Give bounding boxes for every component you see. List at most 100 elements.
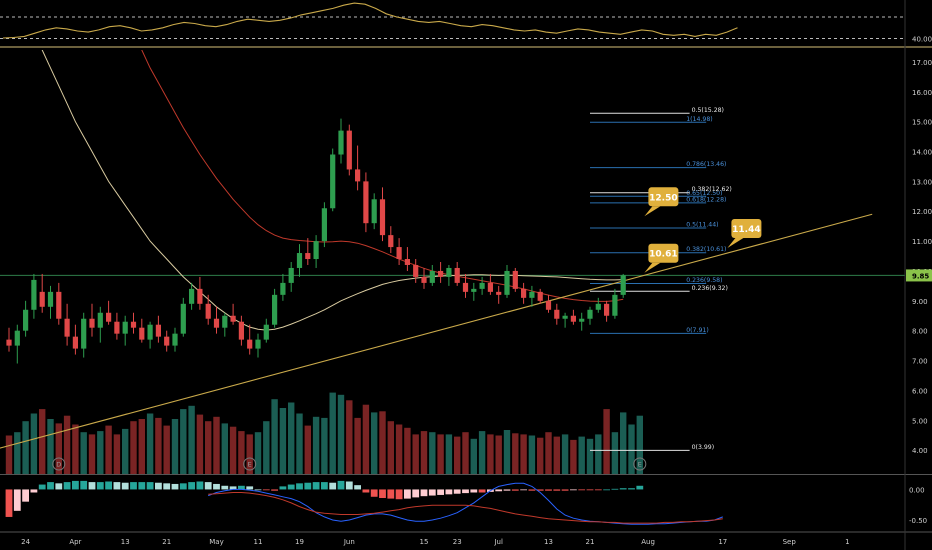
volume-bar	[545, 432, 552, 474]
candle-body[interactable]	[272, 294, 278, 325]
candle-body[interactable]	[147, 324, 153, 340]
candle-body[interactable]	[612, 294, 618, 316]
candle-body[interactable]	[587, 309, 593, 319]
candle-body[interactable]	[379, 199, 386, 236]
candle-body[interactable]	[529, 291, 535, 298]
candle-body[interactable]	[330, 154, 336, 209]
price-tick-label: 13.00	[912, 178, 932, 186]
candle-body[interactable]	[139, 327, 145, 340]
candle-body[interactable]	[305, 253, 311, 260]
candle-body[interactable]	[222, 315, 228, 328]
event-marker[interactable]: D	[52, 457, 66, 471]
candle-body[interactable]	[288, 267, 294, 283]
fib-level-label: 0.382(10.61)	[686, 246, 726, 253]
candle-body[interactable]	[247, 339, 253, 349]
candle-body[interactable]	[230, 315, 236, 322]
candle-body[interactable]	[23, 309, 29, 331]
candle-body[interactable]	[263, 324, 269, 340]
price-callout[interactable]: 11.44	[727, 218, 762, 248]
candle-body[interactable]	[545, 300, 552, 310]
candle-body[interactable]	[371, 199, 377, 224]
price-callout[interactable]: 10.61	[644, 243, 679, 273]
candle-body[interactable]	[396, 247, 402, 260]
candle-body[interactable]	[496, 291, 502, 295]
candle-body[interactable]	[39, 291, 45, 307]
candle-body[interactable]	[81, 318, 87, 349]
candle-body[interactable]	[421, 276, 427, 283]
candle-body[interactable]	[554, 309, 560, 319]
candle-body[interactable]	[413, 264, 419, 277]
candle-body[interactable]	[6, 339, 12, 346]
candle-body[interactable]	[479, 282, 485, 289]
candle-body[interactable]	[47, 291, 54, 307]
candle-body[interactable]	[604, 303, 610, 316]
macd-histogram-bar	[121, 482, 129, 490]
candle-body[interactable]	[255, 339, 261, 349]
candle-body[interactable]	[205, 303, 211, 319]
candle-body[interactable]	[562, 315, 568, 319]
volume-bar	[88, 434, 96, 474]
candle-body[interactable]	[521, 288, 527, 298]
volume-bar	[354, 417, 361, 474]
candle-body[interactable]	[570, 315, 576, 322]
price-tick-label: 7.00	[912, 358, 928, 366]
candle-body[interactable]	[579, 318, 585, 322]
candle-body[interactable]	[462, 282, 469, 292]
candle-body[interactable]	[89, 318, 95, 328]
candle-body[interactable]	[155, 324, 161, 337]
candle-body[interactable]	[454, 267, 460, 283]
candle-body[interactable]	[114, 321, 120, 334]
candle-body[interactable]	[197, 288, 203, 304]
candle-body[interactable]	[64, 318, 70, 337]
candle-body[interactable]	[338, 130, 344, 155]
candle-body[interactable]	[313, 241, 319, 260]
candle-body[interactable]	[363, 181, 369, 224]
candle-body[interactable]	[404, 259, 410, 265]
macd-panel[interactable]	[5, 480, 723, 525]
candle-body[interactable]	[238, 321, 244, 340]
candle-body[interactable]	[122, 321, 128, 334]
candle-body[interactable]	[429, 270, 435, 283]
price-panel[interactable]: 1(14.98) 0.786(13.46) 0.65(12.50)0.618(12.…	[0, 0, 905, 474]
macd-histogram-bar	[503, 489, 511, 491]
candle-body[interactable]	[355, 169, 361, 182]
candle-body[interactable]	[189, 288, 195, 304]
price-callout[interactable]: 12.50	[644, 187, 679, 217]
candle-body[interactable]	[504, 270, 510, 295]
candle-body[interactable]	[164, 336, 170, 346]
candle-body[interactable]	[620, 275, 626, 295]
candle-body[interactable]	[56, 291, 62, 319]
candle-body[interactable]	[97, 312, 103, 328]
candle-body[interactable]	[321, 208, 327, 242]
event-marker[interactable]: E	[243, 457, 257, 471]
candle-body[interactable]	[180, 303, 186, 334]
candle-body[interactable]	[31, 279, 37, 310]
candle-body[interactable]	[438, 270, 444, 277]
candle-body[interactable]	[512, 270, 518, 289]
candle-body[interactable]	[172, 333, 178, 346]
candle-body[interactable]	[14, 330, 20, 346]
candle-body[interactable]	[130, 321, 137, 328]
candle-body[interactable]	[296, 253, 303, 268]
macd-histogram-bar	[437, 489, 444, 495]
candle-body[interactable]	[72, 336, 78, 349]
rsi-panel[interactable]	[0, 2, 905, 40]
candle-body[interactable]	[280, 282, 286, 295]
volume-bar	[512, 433, 519, 474]
volume-bar	[379, 411, 386, 474]
callout-pointer	[727, 237, 744, 248]
candle-body[interactable]	[595, 303, 601, 310]
candle-body[interactable]	[346, 130, 352, 170]
candle-body[interactable]	[537, 291, 543, 301]
event-marker[interactable]: E	[633, 457, 647, 471]
candle-body[interactable]	[446, 267, 452, 277]
candle-body[interactable]	[388, 235, 394, 248]
candle-body[interactable]	[106, 312, 112, 322]
candle-body[interactable]	[487, 282, 493, 292]
candle-body[interactable]	[213, 318, 220, 328]
macd-histogram-bar	[38, 484, 46, 490]
volume-bar	[72, 424, 79, 474]
candle-body[interactable]	[471, 288, 477, 292]
